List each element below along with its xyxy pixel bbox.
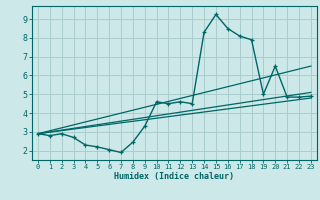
- X-axis label: Humidex (Indice chaleur): Humidex (Indice chaleur): [115, 172, 234, 181]
